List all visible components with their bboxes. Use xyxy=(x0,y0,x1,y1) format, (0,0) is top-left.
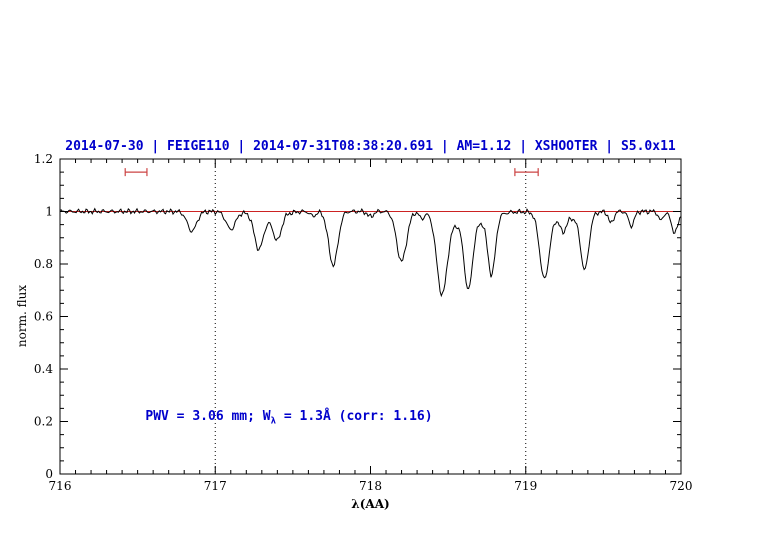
pwv-annotation-suffix: = 1.3Å (corr: 1.16) xyxy=(276,408,433,424)
y-tick-label: 1 xyxy=(45,205,53,219)
x-tick-label: 720 xyxy=(670,479,693,493)
y-tick-label: 1.2 xyxy=(34,152,53,166)
pwv-annotation-prefix: PWV = 3.06 mm; W xyxy=(145,408,271,424)
y-tick-label: 0.6 xyxy=(34,310,53,324)
y-tick-label: 0.2 xyxy=(34,415,53,429)
y-tick-label: 0 xyxy=(45,467,53,481)
band-range-marker xyxy=(124,168,148,177)
band-range-marker xyxy=(514,168,539,177)
axes-frame xyxy=(59,158,682,475)
x-tick-label: 717 xyxy=(204,479,227,493)
spectrum-curve xyxy=(59,207,682,298)
y-tick-label: 0.4 xyxy=(34,362,53,376)
y-tick-label: 0.8 xyxy=(34,257,53,271)
pwv-annotation: PWV = 3.06 mm; Wλ = 1.3Å (corr: 1.16) xyxy=(145,409,432,427)
x-tick-label: 718 xyxy=(359,479,382,493)
plot-title: 2014-07-30 | FEIGE110 | 2014-07-31T08:38… xyxy=(65,139,676,154)
pwv-annotation-subscript: λ xyxy=(270,416,277,427)
x-tick-label: 716 xyxy=(49,479,72,493)
x-axis-label: λ(AA) xyxy=(351,497,390,511)
x-tick-label: 719 xyxy=(514,479,537,493)
